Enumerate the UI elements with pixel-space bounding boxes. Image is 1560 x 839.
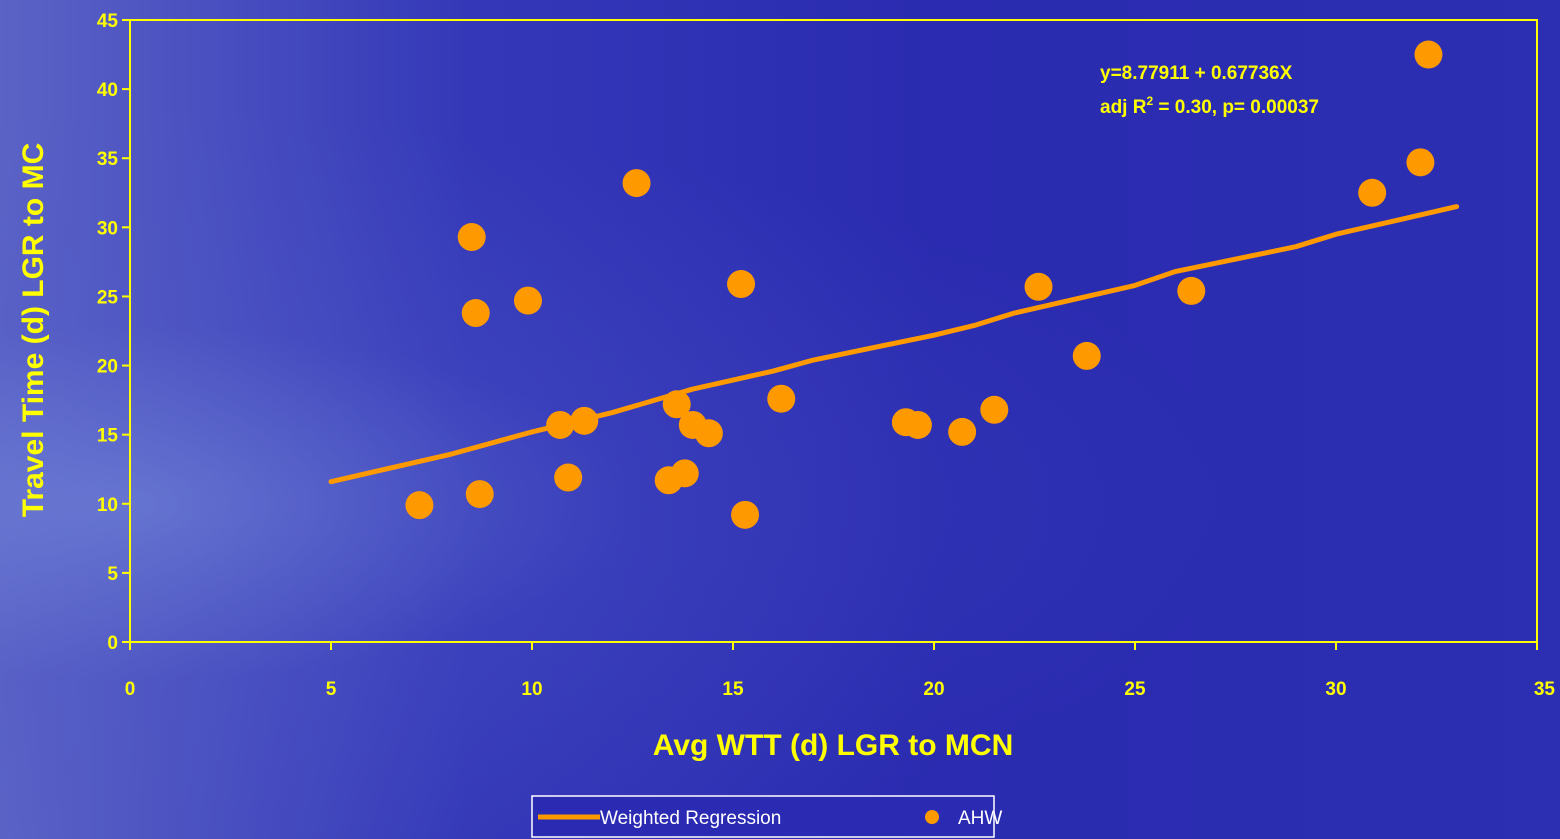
y-tick-label: 40 xyxy=(97,80,118,101)
data-point xyxy=(903,410,932,439)
x-axis-ticks: 0 5 10 15 20 25 30 35 xyxy=(125,642,1556,700)
legend-box xyxy=(531,795,995,838)
x-tick-label: 35 xyxy=(1534,679,1556,700)
y-tick-label: 45 xyxy=(97,11,119,32)
data-point xyxy=(465,480,494,509)
data-point xyxy=(570,406,599,435)
stats-prefix: adj R xyxy=(1100,97,1147,118)
data-point xyxy=(980,395,1009,424)
stats-superscript: 2 xyxy=(1146,94,1153,108)
y-tick-label: 25 xyxy=(97,287,119,308)
y-axis-ticks: 0 5 10 15 20 25 30 35 40 45 xyxy=(97,11,130,654)
data-point xyxy=(1358,178,1387,207)
data-point xyxy=(457,223,486,252)
x-tick-label: 30 xyxy=(1325,679,1346,700)
x-axis-title: Avg WTT (d) LGR to MCN xyxy=(653,729,1013,762)
data-points xyxy=(405,40,1443,529)
y-tick-label: 20 xyxy=(97,357,118,378)
legend-points-swatch xyxy=(925,810,939,824)
data-point xyxy=(405,491,434,520)
regression-stats: adj R2 = 0.30, p= 0.00037 xyxy=(1100,94,1319,118)
data-point xyxy=(513,286,542,315)
data-point xyxy=(622,169,651,198)
x-tick-label: 0 xyxy=(125,679,136,700)
regression-equation: y=8.77911 + 0.67736X xyxy=(1100,63,1293,84)
data-point xyxy=(1406,148,1435,177)
data-point xyxy=(670,459,699,488)
data-point xyxy=(1024,272,1053,301)
legend-regression-label: Weighted Regression xyxy=(600,808,781,829)
y-tick-label: 5 xyxy=(107,564,118,585)
x-tick-label: 15 xyxy=(722,679,744,700)
y-tick-label: 30 xyxy=(97,218,118,239)
x-tick-label: 5 xyxy=(326,679,337,700)
data-point xyxy=(1177,276,1206,305)
y-tick-label: 0 xyxy=(107,633,118,654)
y-tick-label: 35 xyxy=(97,149,119,170)
plot-area xyxy=(129,19,1538,643)
x-tick-label: 25 xyxy=(1124,679,1146,700)
x-tick-label: 20 xyxy=(923,679,944,700)
data-point xyxy=(461,299,490,328)
regression-line xyxy=(328,204,1460,485)
data-point xyxy=(554,463,583,492)
data-point xyxy=(1072,341,1101,370)
data-point xyxy=(767,384,796,413)
y-tick-label: 10 xyxy=(97,495,118,516)
data-point xyxy=(694,419,723,448)
y-axis-title: Travel Time (d) LGR to MC xyxy=(17,143,50,518)
data-point xyxy=(546,410,575,439)
x-tick-label: 10 xyxy=(521,679,542,700)
legend-points-label: AHW xyxy=(958,808,1002,829)
legend: Weighted Regression AHW xyxy=(531,795,1002,838)
y-tick-label: 15 xyxy=(97,426,119,447)
data-point xyxy=(1414,40,1443,69)
stats-suffix: = 0.30, p= 0.00037 xyxy=(1153,97,1319,118)
data-point xyxy=(662,390,691,419)
data-point xyxy=(727,270,756,299)
data-point xyxy=(948,417,977,446)
data-point xyxy=(731,500,760,529)
